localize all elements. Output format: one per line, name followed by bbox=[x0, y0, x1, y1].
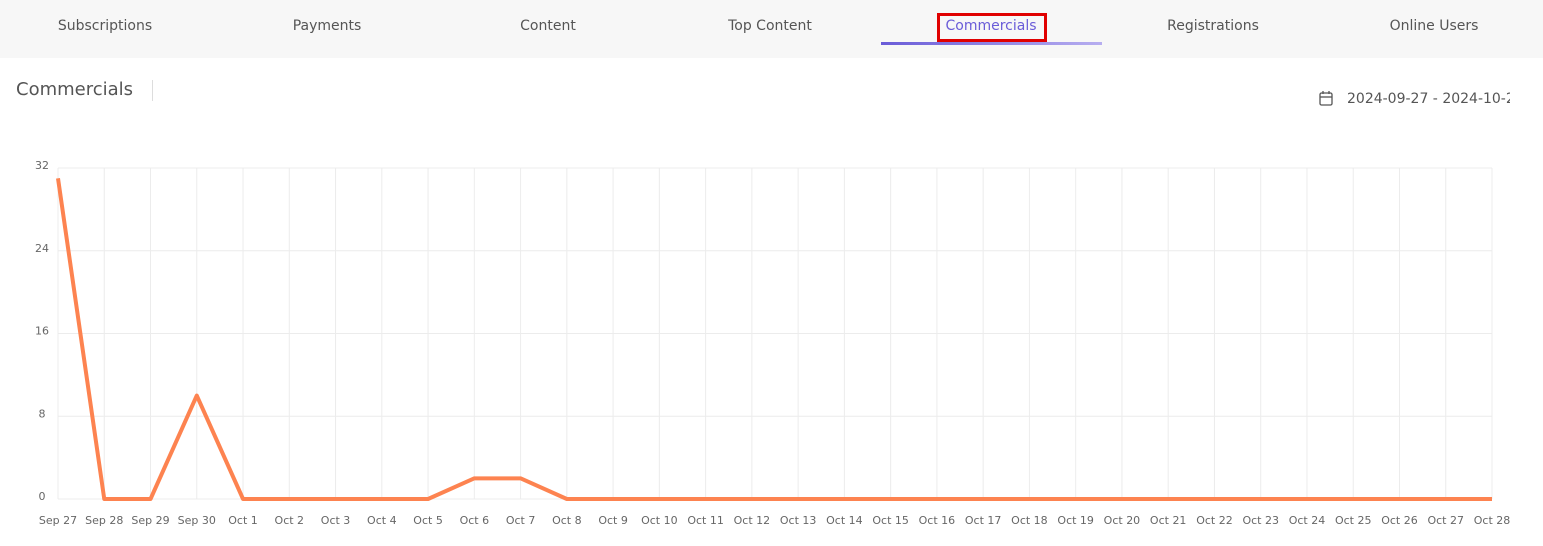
calendar-icon[interactable] bbox=[1319, 91, 1333, 106]
tab[interactable]: Payments bbox=[293, 18, 362, 34]
x-tick-label: Oct 7 bbox=[506, 514, 536, 527]
tab[interactable]: Top Content bbox=[727, 18, 812, 34]
x-tick-label: Sep 27 bbox=[39, 514, 77, 527]
tab-bar bbox=[0, 0, 1543, 58]
x-tick-label: Oct 28 bbox=[1474, 514, 1511, 527]
x-tick-label: Oct 10 bbox=[641, 514, 678, 527]
x-tick-label: Oct 1 bbox=[228, 514, 258, 527]
x-tick-label: Oct 24 bbox=[1289, 514, 1326, 527]
x-tick-label: Oct 25 bbox=[1335, 514, 1372, 527]
x-tick-label: Oct 27 bbox=[1427, 514, 1464, 527]
x-tick-label: Oct 15 bbox=[872, 514, 909, 527]
x-tick-label: Oct 26 bbox=[1381, 514, 1418, 527]
x-tick-label: Oct 13 bbox=[780, 514, 817, 527]
x-tick-label: Oct 16 bbox=[919, 514, 956, 527]
x-tick-label: Oct 18 bbox=[1011, 514, 1048, 527]
x-tick-label: Oct 17 bbox=[965, 514, 1002, 527]
line bbox=[56, 178, 1492, 501]
tab-underline bbox=[881, 42, 1102, 45]
page-title: Commercials bbox=[16, 79, 133, 100]
x-tick-label: Oct 19 bbox=[1057, 514, 1094, 527]
x-tick-label: Oct 3 bbox=[321, 514, 351, 527]
x-tick-label: Oct 6 bbox=[460, 514, 490, 527]
tab[interactable]: Registrations bbox=[1167, 18, 1259, 34]
x-tick-label: Oct 5 bbox=[413, 514, 443, 527]
x-tick-label: Oct 8 bbox=[552, 514, 582, 527]
x-tick-label: Sep 28 bbox=[85, 514, 123, 527]
tab[interactable]: Online Users bbox=[1390, 18, 1479, 34]
x-tick-label: Oct 21 bbox=[1150, 514, 1187, 527]
y-tick-label: 24 bbox=[35, 242, 49, 255]
x-tick-label: Sep 30 bbox=[178, 514, 216, 527]
y-tick-label: 0 bbox=[39, 490, 46, 503]
y-tick-label: 32 bbox=[35, 159, 49, 172]
x-tick-label: Oct 14 bbox=[826, 514, 863, 527]
x-tick-label: Oct 11 bbox=[687, 514, 724, 527]
x-tick-label: Oct 2 bbox=[275, 514, 305, 527]
highlight-box bbox=[937, 13, 1047, 42]
x-tick-label: Oct 12 bbox=[734, 514, 771, 527]
chart: 0 8 16 24 32 Sep 27 Sep 28 Sep 29 Sep 30 Oct 1 Oct… bbox=[35, 159, 1510, 527]
tab[interactable]: Subscriptions bbox=[58, 18, 152, 34]
y-tick-label: 16 bbox=[35, 325, 49, 338]
tab[interactable]: Content bbox=[520, 18, 576, 34]
x-tick-label: Oct 23 bbox=[1242, 514, 1279, 527]
x-tick-label: Oct 22 bbox=[1196, 514, 1233, 527]
y-tick-label: 8 bbox=[39, 407, 46, 420]
x-tick-label: Oct 9 bbox=[598, 514, 628, 527]
x-tick-label: Sep 29 bbox=[131, 514, 169, 527]
x-tick-label: Oct 4 bbox=[367, 514, 397, 527]
date-range[interactable]: 2024-09-27 - 2024-10-27 bbox=[1347, 91, 1524, 107]
tab-active[interactable]: Commercials bbox=[945, 18, 1036, 34]
x-tick-label: Oct 20 bbox=[1104, 514, 1141, 527]
